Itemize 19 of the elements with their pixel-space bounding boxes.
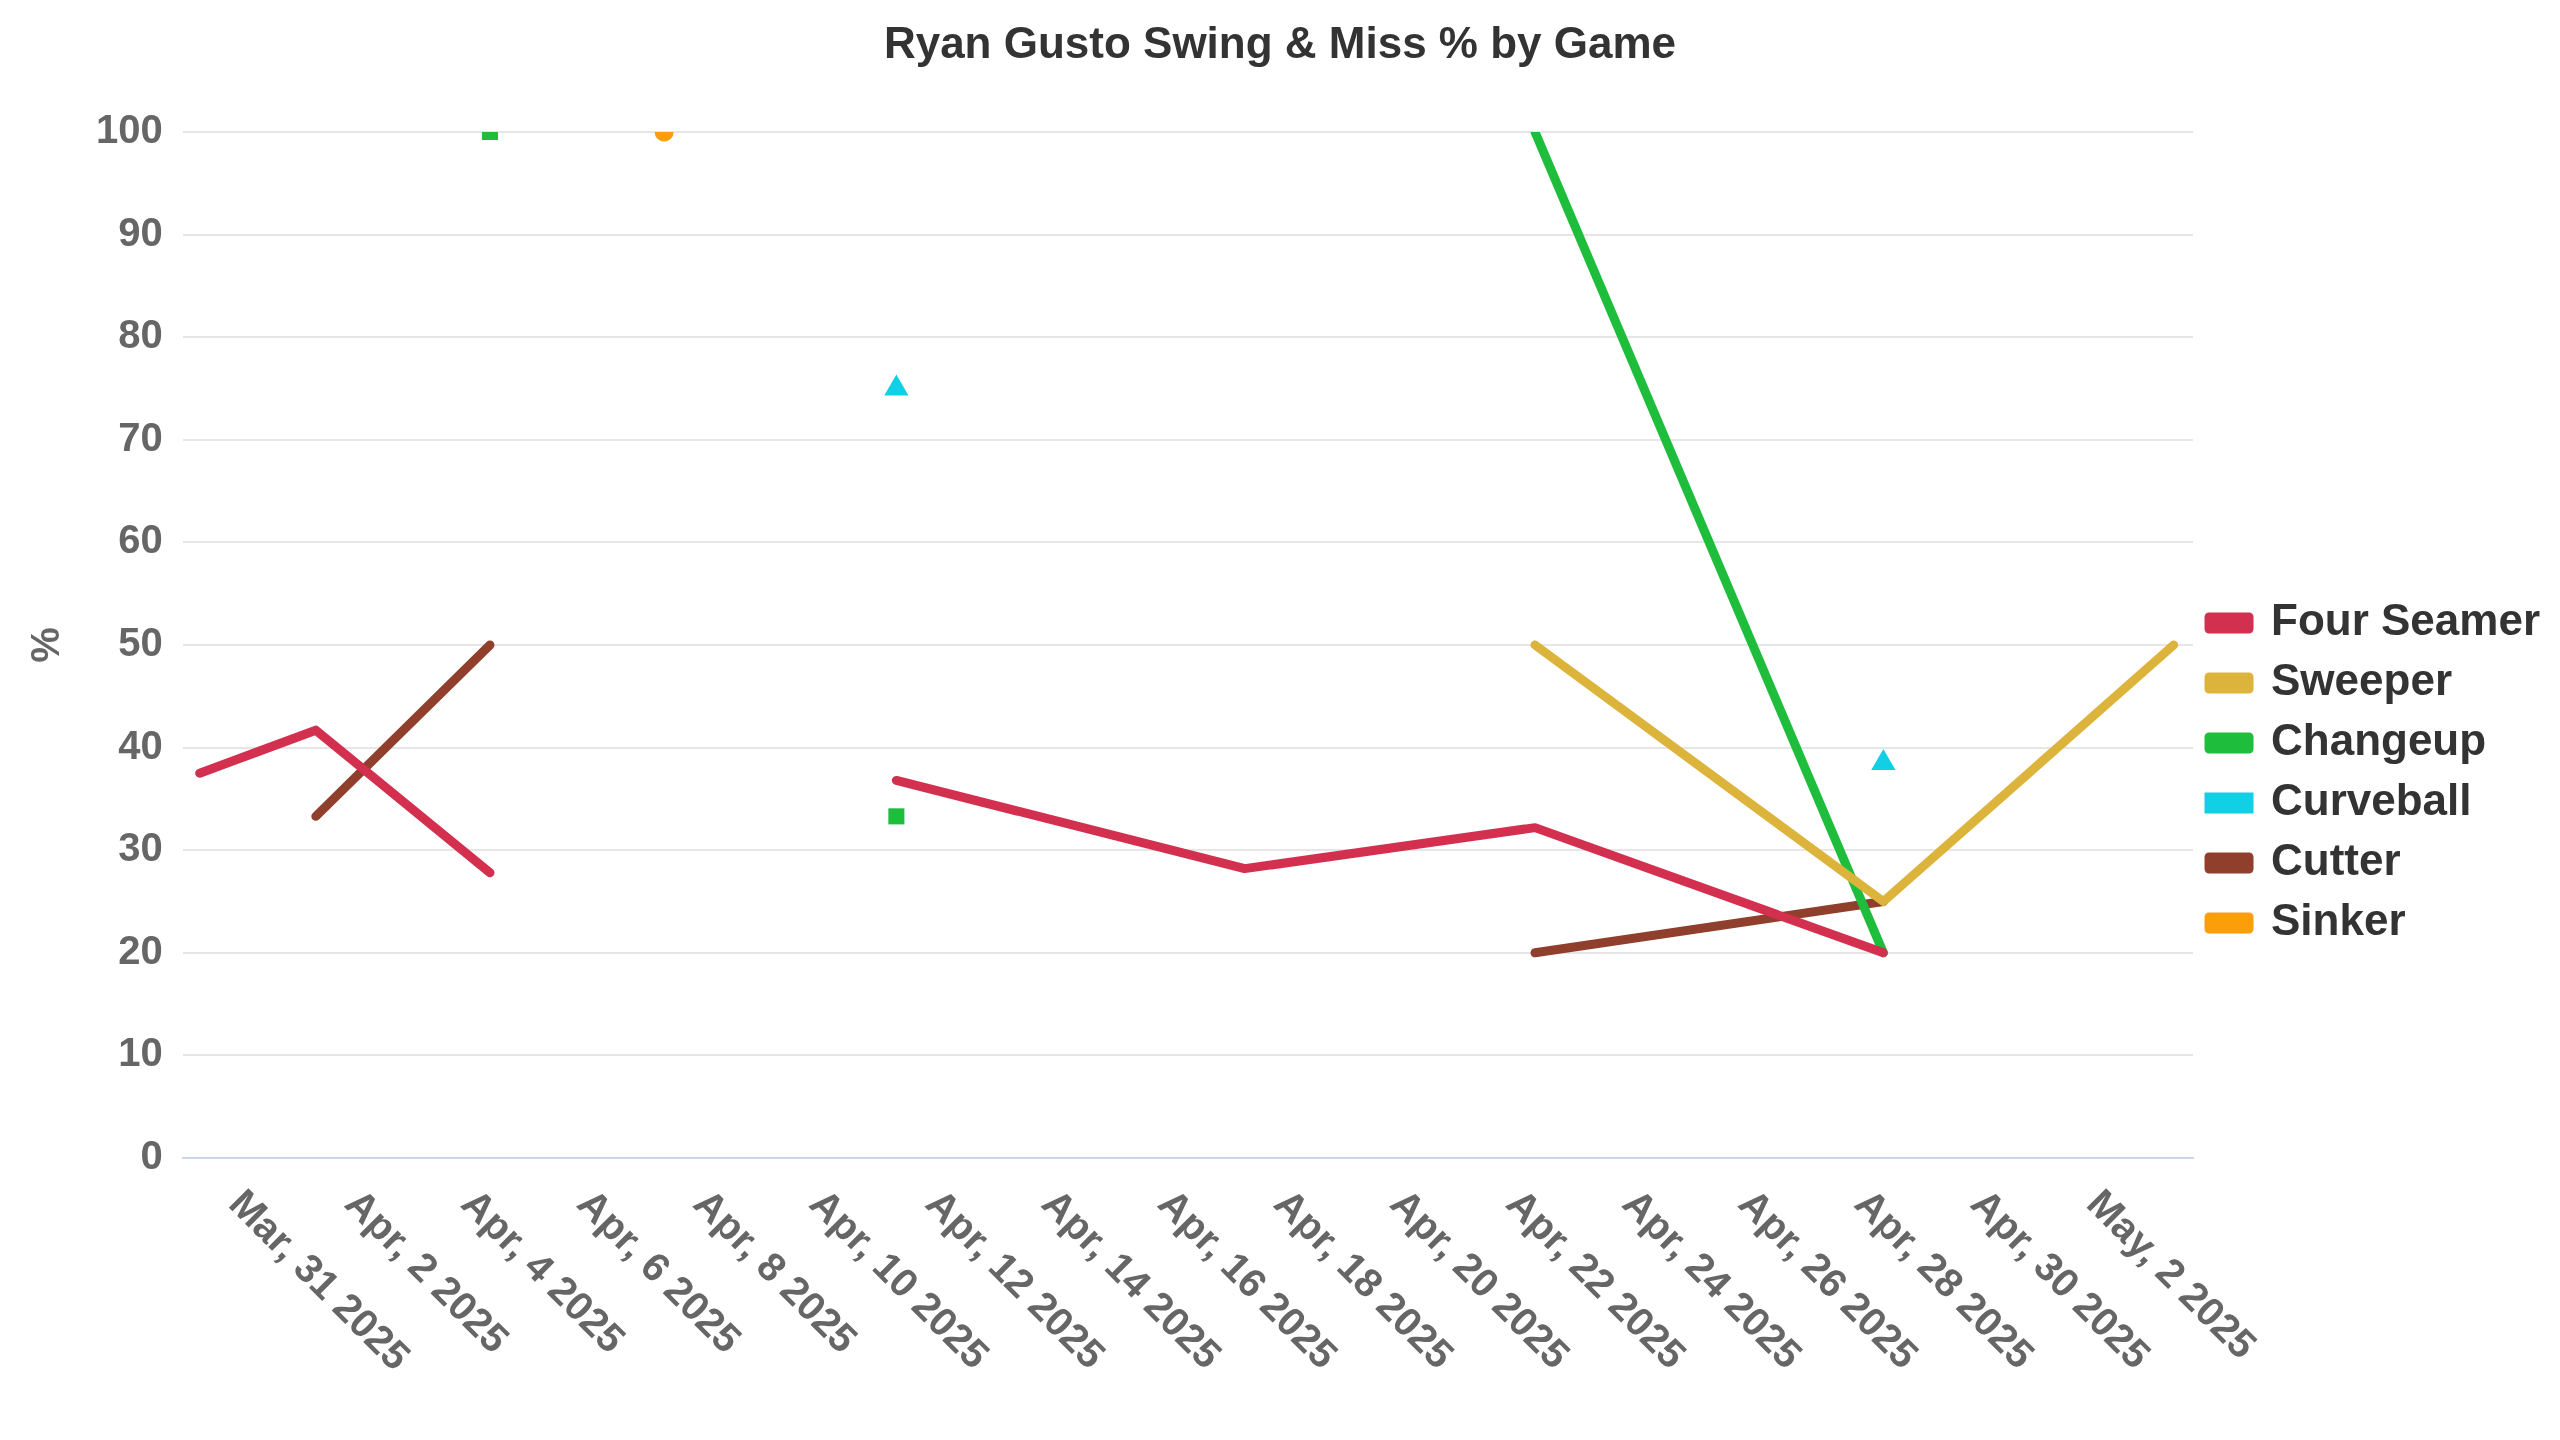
y-tick-label: 90: [118, 209, 163, 254]
legend-label: Curveball: [2271, 775, 2472, 825]
y-tick-label: 40: [118, 722, 163, 767]
legend-label: Cutter: [2271, 835, 2401, 885]
y-tick-label: 20: [118, 927, 163, 972]
y-tick-label: 10: [118, 1030, 163, 1075]
legend-label: Four Seamer: [2271, 595, 2540, 645]
chart-title: Ryan Gusto Swing & Miss % by Game: [882, 17, 1678, 69]
legend-label: Sweeper: [2271, 655, 2452, 705]
y-tick-label: 80: [118, 312, 163, 357]
y-tick-label: 30: [118, 825, 163, 870]
legend-label: Changeup: [2271, 715, 2487, 765]
y-tick-label: 100: [95, 107, 163, 152]
y-tick-label: 70: [118, 414, 163, 459]
legend-label: Sinker: [2271, 895, 2406, 945]
y-tick-label: 0: [140, 1133, 163, 1178]
y-tick-label: 60: [118, 517, 163, 562]
y-tick-label: 50: [118, 620, 163, 665]
y-axis-title: %: [23, 627, 68, 663]
